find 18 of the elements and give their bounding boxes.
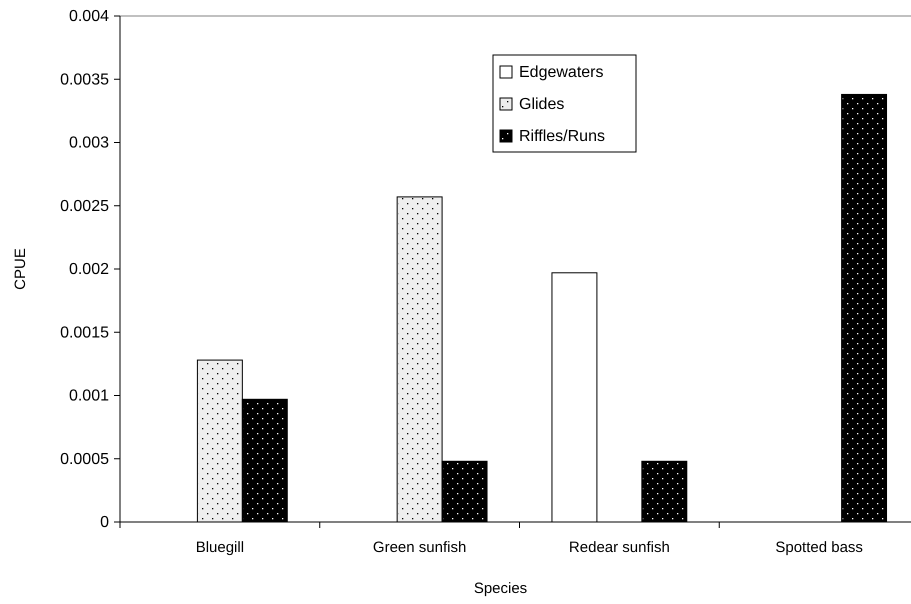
y-tick-label: 0.0005 — [60, 450, 110, 468]
y-tick-label: 0.0015 — [60, 324, 110, 342]
legend-label: Riffles/Runs — [519, 128, 605, 145]
x-tick-label: Spotted bass — [775, 539, 863, 556]
y-tick-label: 0.0035 — [60, 71, 110, 88]
y-tick-label: 0 — [100, 514, 110, 532]
x-tick-label: Redear sunfish — [568, 539, 670, 556]
legend-label: Glides — [519, 96, 564, 113]
y-tick-label: 0.0025 — [60, 198, 110, 215]
y-tick-label: 0.004 — [68, 8, 110, 26]
x-tick-label: Green sunfish — [372, 539, 466, 556]
legend-label: Edgewaters — [519, 64, 604, 81]
y-tick-label: 0.001 — [68, 388, 110, 405]
x-axis-title: Species — [474, 580, 528, 597]
y-tick-label: 0.002 — [68, 261, 110, 278]
x-tick-label: Bluegill — [196, 539, 244, 556]
y-axis-title: CPUE — [12, 248, 29, 290]
y-tick-label: 0.003 — [68, 134, 110, 152]
